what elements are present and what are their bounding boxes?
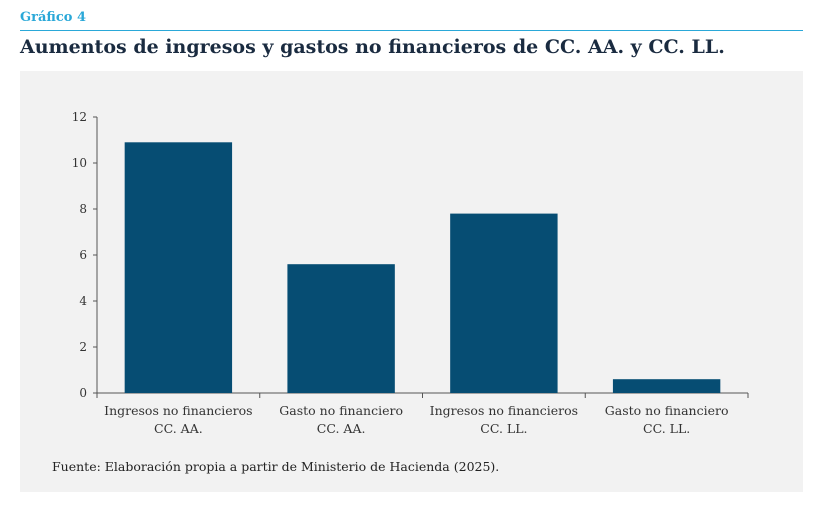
x-tick-label: Gasto no financiero bbox=[605, 403, 729, 418]
x-tick-label: CC. LL. bbox=[643, 421, 690, 436]
source-note: Fuente: Elaboración propia a partir de M… bbox=[52, 459, 500, 474]
y-tick-label: 8 bbox=[79, 202, 87, 216]
chart-panel: 0 2 4 6 8 10 12 Ingresos no financieros CC. AA.… bbox=[20, 71, 803, 492]
y-tick-label: 10 bbox=[72, 156, 87, 170]
figure-label: Gráfico 4 bbox=[20, 10, 86, 25]
title-rule bbox=[20, 30, 803, 31]
x-tick-label: Gasto no financiero bbox=[279, 403, 403, 418]
y-tick-label: 12 bbox=[72, 110, 87, 124]
bar-3 bbox=[450, 213, 558, 393]
chart-title: Aumentos de ingresos y gastos no financi… bbox=[20, 36, 725, 58]
y-axis: 0 2 4 6 8 10 12 bbox=[72, 110, 98, 400]
y-tick-label: 4 bbox=[79, 294, 87, 308]
bars bbox=[124, 142, 721, 393]
y-tick-label: 6 bbox=[79, 248, 87, 262]
x-tick-label: CC. LL. bbox=[480, 421, 527, 436]
x-axis bbox=[96, 392, 749, 398]
y-tick-label: 2 bbox=[79, 340, 87, 354]
x-tick-label: Ingresos no financieros bbox=[104, 403, 252, 418]
y-tick-label: 0 bbox=[79, 386, 87, 400]
bar-4 bbox=[612, 379, 721, 393]
bar-1 bbox=[124, 142, 233, 393]
x-tick-label: CC. AA. bbox=[154, 421, 203, 436]
bar-2 bbox=[287, 264, 395, 393]
bar-chart: 0 2 4 6 8 10 12 Ingresos no financieros CC. AA.… bbox=[72, 110, 749, 436]
x-tick-labels: Ingresos no financieros CC. AA. Gasto no f… bbox=[104, 403, 728, 436]
x-tick-label: CC. AA. bbox=[317, 421, 366, 436]
x-tick-label: Ingresos no financieros bbox=[430, 403, 578, 418]
